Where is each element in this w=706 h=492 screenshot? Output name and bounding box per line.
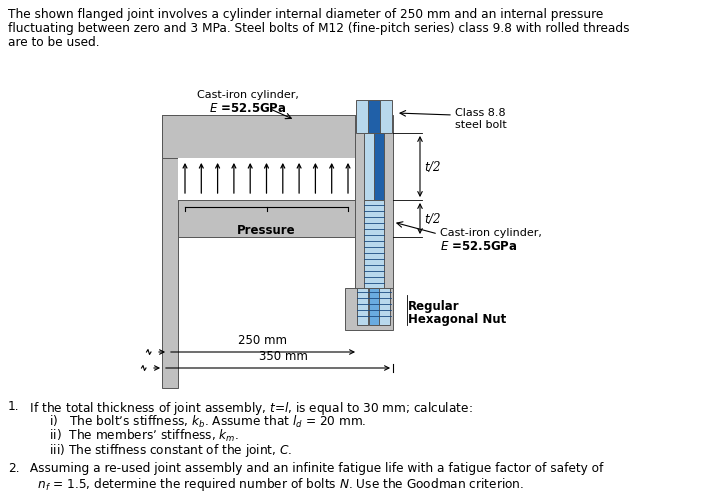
Text: $E$ =52.5GPa: $E$ =52.5GPa [440,240,517,253]
Bar [364,133,374,200]
Text: 350 mm: 350 mm [258,350,307,363]
Text: Hexagonal Nut: Hexagonal Nut [408,313,506,326]
Text: The shown flanged joint involves a cylinder internal diameter of 250 mm and an i: The shown flanged joint involves a cylin… [8,8,603,21]
Bar [364,200,384,288]
Bar [162,115,358,158]
Text: i)   The bolt’s stiffness, $k_b$. Assume that $l_d$ = 20 mm.: i) The bolt’s stiffness, $k_b$. Assume t… [38,414,366,430]
Text: 1.: 1. [8,400,20,413]
Bar [369,288,380,325]
Text: 250 mm: 250 mm [239,334,287,347]
Bar [355,115,393,310]
Text: Cast-iron cylinder,: Cast-iron cylinder, [197,90,299,100]
Text: $E$ =52.5GPa: $E$ =52.5GPa [209,102,287,115]
Bar [345,288,393,330]
Text: 2.: 2. [8,461,20,475]
Bar [374,133,384,200]
Bar [357,288,368,325]
Text: $n_f$ = 1.5, determine the required number of bolts $N$. Use the Goodman criteri: $n_f$ = 1.5, determine the required numb… [26,476,524,492]
Text: ii)  The members’ stiffness, $k_m$.: ii) The members’ stiffness, $k_m$. [38,428,239,444]
Bar [356,100,368,133]
Text: iii) The stiffness constant of the joint, $C$.: iii) The stiffness constant of the joint… [38,442,292,459]
Bar [380,100,392,133]
Text: Regular: Regular [408,300,460,313]
Text: steel bolt: steel bolt [455,120,507,130]
Text: Cast-iron cylinder,: Cast-iron cylinder, [440,228,542,238]
Bar [368,100,380,133]
Text: If the total thickness of joint assembly, $t$=$l$, is equal to 30 mm; calculate:: If the total thickness of joint assembly… [26,400,472,417]
Text: are to be used.: are to be used. [8,36,100,49]
Text: $t$/2: $t$/2 [424,158,441,174]
Text: Assuming a re-used joint assembly and an infinite fatigue life with a fatigue fa: Assuming a re-used joint assembly and an… [26,461,604,475]
Text: fluctuating between zero and 3 MPa. Steel bolts of M12 (fine-pitch series) class: fluctuating between zero and 3 MPa. Stee… [8,22,630,35]
Text: $t$/2: $t$/2 [424,211,441,225]
Text: Pressure: Pressure [237,224,296,237]
Bar [379,288,390,325]
Text: Class 8.8: Class 8.8 [455,108,505,118]
Bar [178,158,355,200]
Bar [162,115,178,388]
Bar [178,200,358,237]
